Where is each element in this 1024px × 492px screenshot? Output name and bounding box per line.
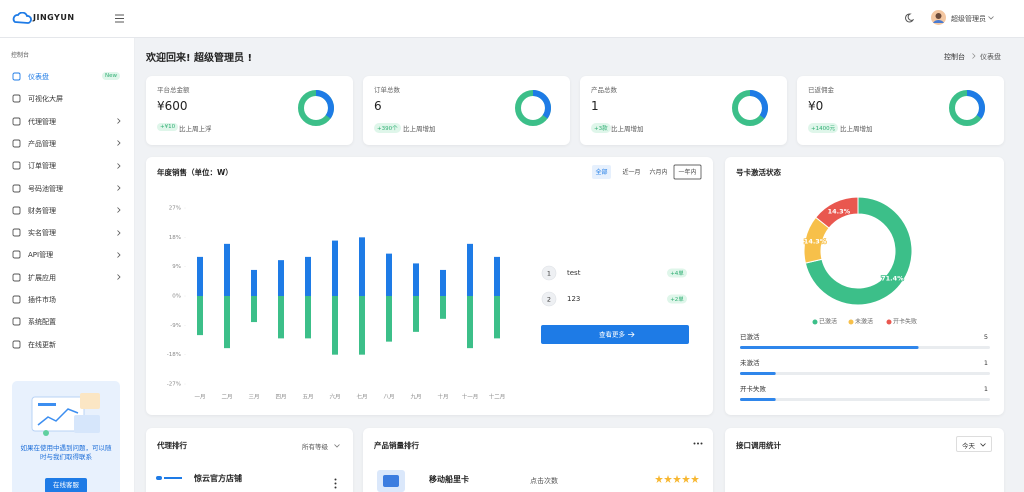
menu-icon — [12, 94, 21, 103]
stat-card: 已返佣金 ¥0 +1400元 比上周增加 — [797, 76, 1004, 145]
submenu-arrow — [117, 185, 121, 191]
stat-value: ¥0 — [808, 99, 824, 113]
more-menu[interactable] — [334, 478, 337, 489]
stat-label: 订单总数 — [374, 86, 400, 94]
level-filter[interactable]: 所有等级 — [302, 443, 328, 451]
stat-change: +3款 — [591, 123, 611, 133]
help-text: 如果在使用中遇到问题，可以随时与我们取得联系 — [20, 444, 112, 461]
submenu-arrow — [117, 207, 121, 214]
sidebar: 控制台 如果在使用中遇到问题，可以随时与我们取得联系 在线客服 仪表盘 New 可视… — [0, 38, 135, 492]
menu-icon — [12, 117, 21, 126]
api-stats-card: 接口调用统计 今天 — [725, 428, 1004, 492]
stat-value: ¥600 — [157, 99, 188, 113]
brand: JINGYUN — [33, 13, 75, 22]
product-rank-card: 产品销量排行 移动船里卡 点击次数 — [363, 428, 713, 492]
menu-item[interactable]: 扩展应用 — [28, 273, 56, 282]
submenu-arrow — [117, 229, 121, 236]
submenu-arrow — [117, 162, 121, 169]
stat-label: 已返佣金 — [808, 86, 834, 94]
menu-icon — [12, 317, 21, 326]
top-bar: JINGYUN 超级管理员 — [0, 0, 1024, 38]
user-caret — [988, 16, 994, 20]
day-filter[interactable]: 今天 — [962, 442, 975, 450]
avatar[interactable] — [931, 10, 946, 25]
menu-icon — [12, 228, 21, 237]
product-image — [377, 470, 405, 492]
menu-item[interactable]: 号码池管理 — [28, 184, 63, 193]
breadcrumb-item[interactable]: 控制台 — [944, 53, 965, 61]
submenu-arrow — [117, 274, 121, 280]
stat-note: 比上周增加 — [611, 125, 644, 133]
menu-item[interactable]: 财务管理 — [28, 206, 56, 215]
help-illustration — [31, 393, 100, 436]
menu-icon — [12, 295, 21, 304]
menu-icon — [12, 139, 21, 148]
menu-item[interactable]: 实名管理 — [28, 229, 56, 238]
menu-toggle[interactable] — [115, 14, 125, 23]
menu-item[interactable]: 代理管理 — [28, 117, 56, 126]
shop-logo — [156, 476, 182, 480]
metric-label: 点击次数 — [530, 477, 558, 485]
menu-icon — [12, 340, 21, 349]
menu-icon — [12, 250, 21, 259]
stat-card: 平台总金额 ¥600 +¥10 比上周上浮 — [146, 76, 353, 145]
menu-item[interactable]: 产品管理 — [28, 139, 56, 148]
menu-item[interactable]: 仪表盘 — [28, 73, 49, 81]
help-button[interactable]: 在线客服 — [45, 478, 87, 492]
filter-caret — [980, 443, 986, 447]
filter-caret — [334, 444, 340, 448]
stat-card: 产品总数 1 +3款 比上周增加 — [580, 76, 787, 145]
agent-rank-card: 代理排行 所有等级 惊云官方店铺 — [146, 428, 353, 492]
submenu-arrow — [117, 118, 121, 124]
welcome: 欢迎回来! 超级管理员 ! — [146, 53, 253, 64]
rating-stars — [655, 475, 699, 483]
stat-value: 6 — [374, 99, 382, 113]
card-title: 产品销量排行 — [374, 441, 419, 450]
activation-card: 号卡激活状态 — [725, 157, 1004, 415]
menu-icon — [12, 72, 21, 81]
stat-note: 比上周增加 — [840, 125, 873, 133]
stat-card: 订单总数 6 +390个 比上周增加 — [363, 76, 570, 145]
stat-change: +390个 — [374, 123, 401, 133]
logo-icon — [12, 12, 32, 24]
user-name[interactable]: 超级管理员 — [951, 15, 986, 23]
stat-change: +1400元 — [808, 123, 839, 133]
submenu-arrow — [117, 140, 121, 147]
menu-icon — [12, 206, 21, 215]
breadcrumb-separator — [972, 53, 976, 59]
menu-item[interactable]: 可视化大屏 — [28, 95, 63, 104]
stat-change: +¥10 — [157, 123, 179, 131]
card-title: 号卡激活状态 — [736, 168, 781, 177]
menu-item[interactable]: 插件市场 — [28, 296, 56, 304]
agent-name: 惊云官方店铺 — [194, 474, 242, 483]
card-title: 接口调用统计 — [736, 441, 781, 450]
menu-icon — [12, 273, 21, 282]
menu-item[interactable]: 系统配置 — [28, 318, 56, 327]
sales-card: 年度销售（单位：W） — [146, 157, 713, 415]
product-name: 移动船里卡 — [429, 475, 469, 484]
day-filter-box[interactable] — [956, 436, 992, 452]
theme-toggle[interactable] — [904, 13, 914, 23]
stat-note: 比上周上浮 — [179, 125, 212, 133]
submenu-arrow — [117, 252, 121, 258]
stat-note: 比上周增加 — [403, 125, 436, 133]
menu-icon — [12, 161, 21, 170]
stat-label: 产品总数 — [591, 86, 617, 94]
menu-icon — [12, 184, 21, 192]
more-menu[interactable] — [693, 442, 703, 445]
menu-badge: New — [102, 72, 120, 80]
help-card: 如果在使用中遇到问题，可以随时与我们取得联系 在线客服 — [12, 381, 120, 492]
breadcrumb-item: 仪表盘 — [980, 53, 1001, 61]
sidebar-section: 控制台 — [11, 52, 30, 59]
stat-label: 平台总金额 — [157, 86, 190, 94]
card-title: 年度销售（单位：W） — [157, 168, 233, 177]
card-title: 代理排行 — [157, 441, 187, 450]
menu-item[interactable]: 订单管理 — [28, 162, 56, 171]
menu-item[interactable]: API管理 — [28, 251, 54, 260]
menu-item[interactable]: 在线更新 — [28, 340, 56, 349]
stat-value: 1 — [591, 99, 599, 113]
